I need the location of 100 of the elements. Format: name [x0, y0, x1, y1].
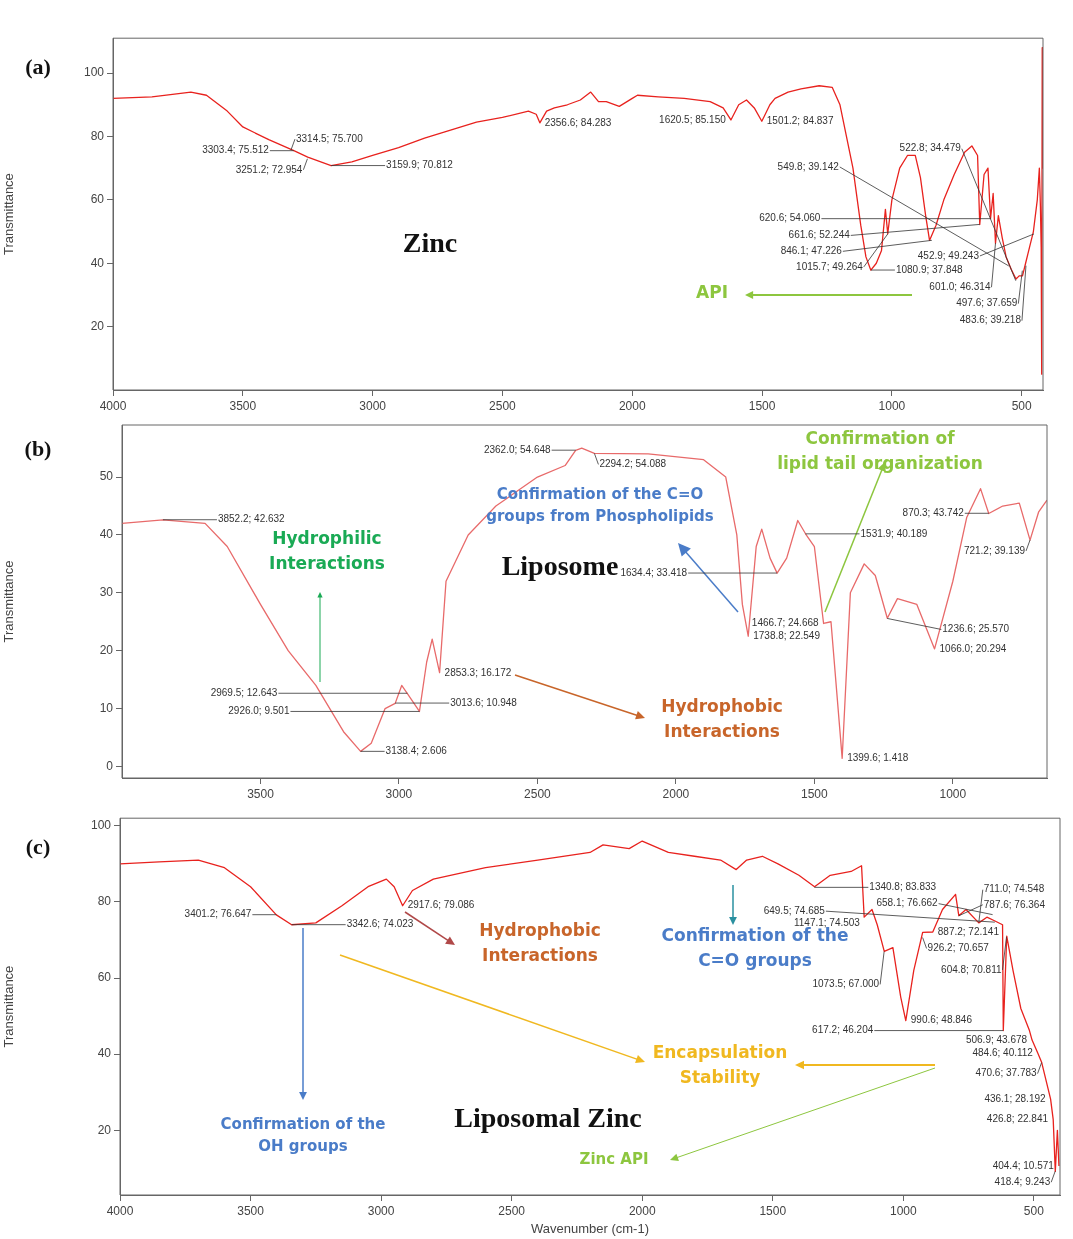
annotation: 711.0; 74.548	[983, 883, 1045, 895]
annotation: 2917.6; 79.086	[407, 899, 475, 911]
annotation: 3159.9; 70.812	[386, 159, 454, 171]
x-tick-label: 500	[1023, 1203, 1045, 1218]
y-tick-label: 100	[83, 65, 105, 80]
annotation: 1066.0; 20.294	[939, 642, 1007, 654]
annotation: 620.6; 54.060	[759, 212, 821, 224]
y-tick-label: 100	[90, 818, 112, 833]
annotation: 1466.7; 24.668	[751, 617, 820, 629]
y-tick-label: 60	[97, 970, 112, 985]
annotation: 1634.4; 33.418	[620, 566, 688, 578]
annotation: Confirmation of the OH groups	[220, 1114, 386, 1155]
annotation: 506.9; 43.678	[965, 1033, 1028, 1045]
annotation: 3314.5; 75.700	[295, 132, 364, 144]
y-tick-label: 80	[90, 128, 105, 143]
annotation: 3251.2; 72.954	[235, 163, 303, 175]
annotation: 1399.6; 1.418	[847, 751, 909, 763]
text: (b)	[24, 435, 52, 461]
annotation: 926.2; 70.657	[927, 942, 990, 954]
annotation: 2294.2; 54.088	[599, 458, 667, 470]
annotation: Liposome	[501, 550, 619, 582]
annotation: 721.2; 39.139	[963, 544, 1026, 556]
y-tick-label: 40	[90, 255, 105, 270]
annotation: 2969.5; 12.643	[210, 687, 278, 699]
annotation: 1080.9; 37.848	[895, 263, 964, 275]
y-axis-title: Transmittance	[1, 173, 17, 256]
annotation: 3013.6; 10.948	[450, 696, 518, 708]
annotation: 418.4; 9.243	[994, 1175, 1051, 1187]
annotation: 483.6; 39.218	[959, 314, 1022, 326]
x-tick-label: 3000	[367, 1203, 395, 1218]
annotation: 1236.6; 25.570	[942, 623, 1010, 635]
y-tick-label: 20	[90, 318, 105, 333]
annotation: Hydrophilic Interactions	[269, 528, 385, 574]
x-tick-label: 3500	[247, 786, 275, 801]
y-axis-title: Transmittance	[1, 560, 17, 643]
annotation: 436.1; 28.192	[984, 1092, 1047, 1104]
y-tick-label: 20	[97, 1122, 112, 1137]
text: (c)	[25, 833, 51, 859]
y-tick-label: 40	[97, 1046, 112, 1061]
y-axis-title: Transmittance	[1, 965, 17, 1048]
x-tick-label: 2500	[489, 398, 517, 413]
annotation: 870.3; 43.742	[902, 507, 965, 519]
annotation: 2356.6; 84.283	[544, 116, 612, 128]
x-tick-label: 2500	[524, 786, 552, 801]
annotation: 2362.0; 54.648	[483, 443, 552, 455]
annotation: 617.2; 46.204	[812, 1024, 874, 1036]
annotation: 1015.7; 49.264	[796, 260, 864, 272]
x-tick-label: 4000	[99, 398, 127, 413]
annotation: 787.6; 76.364	[983, 898, 1046, 910]
annotation: Hydrophobic Interactions	[479, 920, 601, 966]
annotation: 1501.2; 84.837	[766, 114, 834, 126]
x-tick-label: 2000	[618, 398, 646, 413]
annotation: 846.1; 47.226	[780, 245, 843, 257]
annotation: 497.6; 37.659	[956, 297, 1018, 309]
x-tick-label: 3000	[359, 398, 387, 413]
annotation: 3342.6; 74.023	[346, 918, 414, 930]
annotation: 3401.2; 76.647	[184, 908, 252, 920]
annotation: 1073.5; 67.000	[812, 978, 880, 990]
x-tick-label: 1500	[801, 786, 829, 801]
x-tick-label: 3000	[385, 786, 413, 801]
annotation: Encapsulation Stability	[652, 1042, 788, 1088]
y-tick-label: 80	[97, 894, 112, 909]
annotation: 649.5; 74.685	[763, 904, 826, 916]
annotation: 3138.4; 2.606	[385, 745, 448, 757]
annotation: Zinc API	[579, 1149, 649, 1168]
y-tick-label: 10	[99, 700, 114, 715]
x-tick-label: 2000	[662, 786, 690, 801]
y-tick-label: 50	[99, 469, 114, 484]
annotation: 484.6; 40.112	[972, 1047, 1034, 1059]
annotation: 661.6; 52.244	[788, 229, 851, 241]
annotation: 549.8; 39.142	[777, 160, 840, 172]
annotation: 990.6; 48.846	[910, 1014, 973, 1026]
annotation: 604.8; 70.811	[941, 963, 1002, 975]
x-tick-label: 4000	[106, 1203, 134, 1218]
x-tick-label: 500	[1011, 398, 1033, 413]
annotation: 1147.1; 74.503	[793, 916, 861, 928]
annotation: 404.4; 10.571	[992, 1159, 1055, 1171]
x-tick-label: 1500	[759, 1203, 787, 1218]
x-axis-title: Wavenumber (cm-1)	[531, 1220, 649, 1236]
annotation: 1340.8; 83.833	[869, 881, 937, 893]
annotation: 2853.3; 16.172	[444, 666, 512, 678]
annotation: 522.8; 34.479	[899, 142, 962, 154]
annotation: Hydrophobic Interactions	[661, 696, 783, 742]
annotation: 601.0; 46.314	[929, 280, 991, 292]
annotation: Zinc	[402, 227, 458, 259]
annotation: 887.2; 72.141	[937, 925, 1000, 937]
annotation: 3852.2; 42.632	[217, 513, 286, 525]
y-tick-label: 30	[99, 585, 114, 600]
x-tick-label: 2500	[498, 1203, 526, 1218]
annotation: 1531.9; 40.189	[860, 527, 928, 539]
x-tick-label: 1000	[939, 786, 967, 801]
x-tick-label: 3500	[237, 1203, 265, 1218]
x-tick-label: 1500	[748, 398, 776, 413]
x-tick-label: 3500	[229, 398, 257, 413]
x-tick-label: 1000	[878, 398, 906, 413]
annotation: 1620.5; 85.150	[659, 113, 727, 125]
y-tick-label: 60	[90, 192, 105, 207]
x-tick-label: 2000	[628, 1203, 656, 1218]
annotation: 470.6; 37.783	[975, 1067, 1037, 1079]
y-tick-label: 0	[106, 758, 114, 773]
